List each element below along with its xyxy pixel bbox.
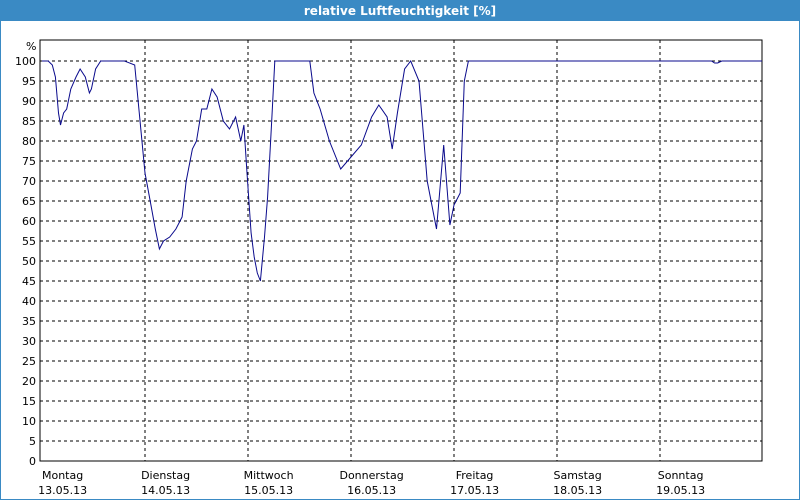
- grid-lines: [40, 40, 762, 461]
- y-tick-label: 80: [22, 135, 36, 148]
- y-tick-label: 90: [22, 95, 36, 108]
- x-tick-label-day: Samstag: [553, 469, 601, 482]
- y-unit-label: %: [26, 40, 36, 53]
- x-tick-label-day: Mittwoch: [244, 469, 294, 482]
- y-tick-label: 35: [22, 315, 36, 328]
- x-tick-label-day: Montag: [42, 469, 83, 482]
- y-tick-label: 5: [29, 435, 36, 448]
- y-tick-label: 45: [22, 275, 36, 288]
- x-tick-label-day: Sonntag: [658, 469, 704, 482]
- y-tick-label: 60: [22, 215, 36, 228]
- x-tick-label-date: 17.05.13: [450, 484, 499, 497]
- y-tick-label: 50: [22, 255, 36, 268]
- y-tick-label: 20: [22, 375, 36, 388]
- x-tick-label-date: 18.05.13: [553, 484, 602, 497]
- y-tick-label: 30: [22, 335, 36, 348]
- series-line-humidity: [42, 60, 762, 282]
- y-tick-label: 25: [22, 355, 36, 368]
- y-tick-label: 10: [22, 415, 36, 428]
- y-tick-label: 70: [22, 175, 36, 188]
- y-tick-label: 95: [22, 75, 36, 88]
- x-tick-label-date: 13.05.13: [38, 484, 87, 497]
- x-tick-label-day: Dienstag: [141, 469, 190, 482]
- x-tick-label-date: 15.05.13: [244, 484, 293, 497]
- x-tick-label-date: 14.05.13: [141, 484, 190, 497]
- y-tick-label: 0: [29, 455, 36, 468]
- y-tick-label: 75: [22, 155, 36, 168]
- x-tick-label-date: 16.05.13: [347, 484, 396, 497]
- x-tick-label-date: 19.05.13: [656, 484, 705, 497]
- y-tick-label: 15: [22, 395, 36, 408]
- y-tick-labels: 0 5 10 15 20 25 30 35 40 45 50 55 60 65 70 75 80 85 90 95 10…: [15, 55, 36, 468]
- x-tick-labels: Montag 13.05.13 Dienstag 14.05.13 Mittwoch 15…: [38, 469, 705, 497]
- plot-area-border: [39, 39, 763, 462]
- chart-title: relative Luftfeuchtigkeit [%]: [0, 0, 800, 21]
- x-tick-label-day: Freitag: [456, 469, 494, 482]
- y-tick-label: 85: [22, 115, 36, 128]
- y-tick-label: 40: [22, 295, 36, 308]
- y-tick-label: 65: [22, 195, 36, 208]
- y-tick-label: 100: [15, 55, 36, 68]
- x-tick-label-day: Donnerstag: [339, 469, 403, 482]
- y-tick-label: 55: [22, 235, 36, 248]
